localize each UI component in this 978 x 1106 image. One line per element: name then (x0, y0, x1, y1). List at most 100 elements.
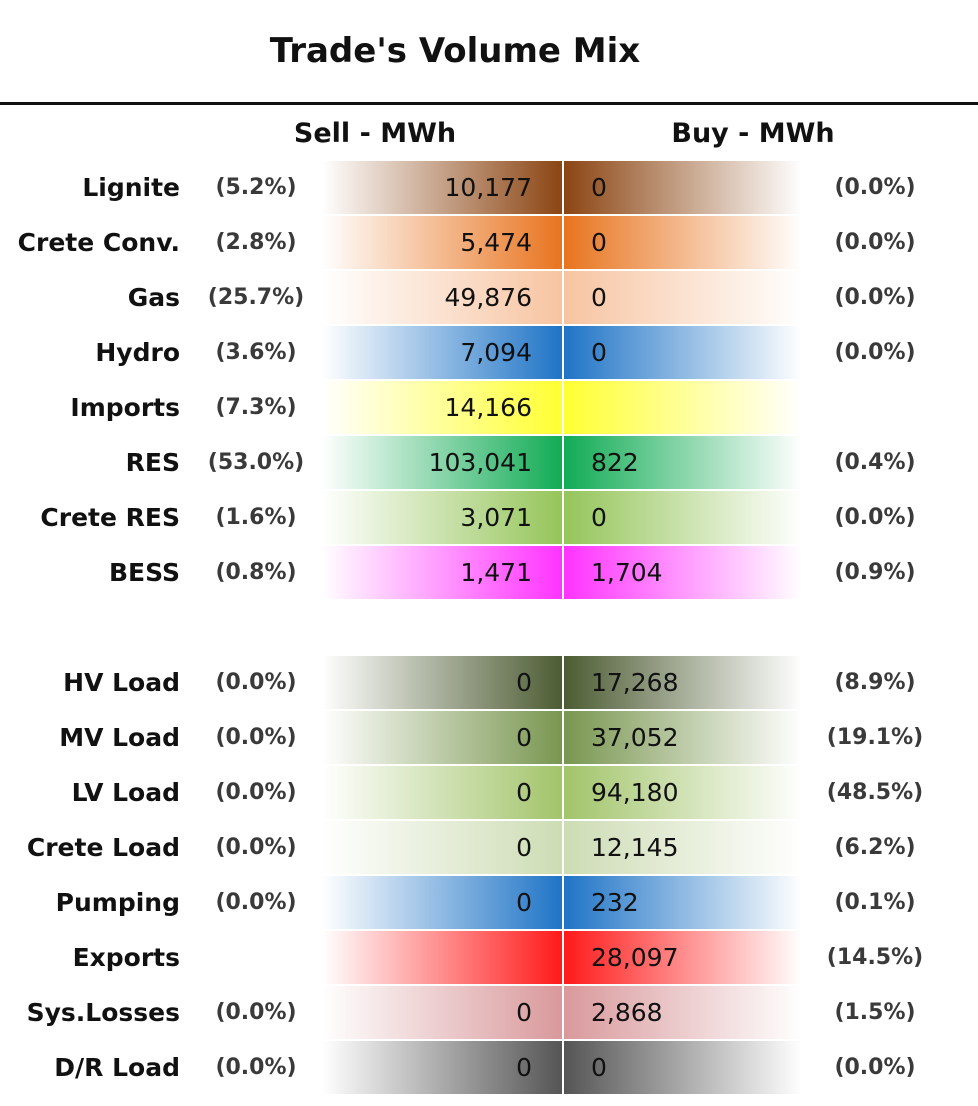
row-label: Sys.Losses (26, 998, 180, 1027)
buy-gradient-cell: 0 (564, 326, 802, 379)
table-row: MV Load (0.0%) 0 37,052 (19.1%) (0, 710, 978, 765)
buy-share: (0.0%) (834, 175, 916, 200)
buy-gradient-cell: 0 (564, 1041, 802, 1094)
table-row: D/R Load (0.0%) 0 0 (0.0%) (0, 1040, 978, 1095)
buy-value: 0 (591, 228, 607, 257)
sell-value: 0 (516, 833, 532, 862)
row-label: MV Load (59, 723, 180, 752)
sell-gradient-cell: 0 (322, 1041, 562, 1094)
buy-value: 28,097 (591, 943, 679, 972)
table-row: Lignite (5.2%) 10,177 0 (0.0%) (0, 160, 978, 215)
buy-share: (0.1%) (834, 890, 916, 915)
title-divider (0, 102, 978, 105)
buy-value: 0 (591, 283, 607, 312)
sell-share: (53.0%) (207, 450, 305, 475)
sell-share: (0.0%) (215, 670, 297, 695)
buy-gradient-cell: 12,145 (564, 821, 802, 874)
buy-share: (14.5%) (826, 945, 924, 970)
sell-value: 49,876 (444, 283, 532, 312)
buy-gradient-cell: 232 (564, 876, 802, 929)
buy-gradient-cell: 0 (564, 216, 802, 269)
buy-share: (0.0%) (834, 505, 916, 530)
sell-value: 0 (516, 1053, 532, 1082)
table-row: Imports (7.3%) 14,166 (0, 380, 978, 435)
buy-gradient-cell: 17,268 (564, 656, 802, 709)
row-label: RES (125, 448, 180, 477)
buy-share: (8.9%) (834, 670, 916, 695)
row-label: Pumping (55, 888, 180, 917)
sell-value: 103,041 (428, 448, 532, 477)
table-row: LV Load (0.0%) 0 94,180 (48.5%) (0, 765, 978, 820)
sell-gradient-cell: 0 (322, 656, 562, 709)
row-label: Lignite (82, 173, 180, 202)
row-label: Hydro (95, 338, 180, 367)
buy-value: 232 (591, 888, 639, 917)
buy-gradient-cell: 94,180 (564, 766, 802, 819)
sell-share: (0.0%) (215, 1000, 297, 1025)
sell-value: 5,474 (460, 228, 532, 257)
buy-share: (6.2%) (834, 835, 916, 860)
buy-share: (19.1%) (826, 725, 924, 750)
buy-share: (0.0%) (834, 1055, 916, 1080)
sell-column-header: Sell - MWh (293, 118, 457, 149)
table-row: Hydro (3.6%) 7,094 0 (0.0%) (0, 325, 978, 380)
buy-share: (0.9%) (834, 560, 916, 585)
sell-share: (5.2%) (215, 175, 297, 200)
sell-gradient-cell: 3,071 (322, 491, 562, 544)
table-row: Gas (25.7%) 49,876 0 (0.0%) (0, 270, 978, 325)
sell-value: 0 (516, 998, 532, 1027)
sell-gradient-cell: 10,177 (322, 161, 562, 214)
buy-gradient-cell: 0 (564, 491, 802, 544)
buy-gradient-cell: 822 (564, 436, 802, 489)
sell-share: (3.6%) (215, 340, 297, 365)
buy-share: (0.0%) (834, 230, 916, 255)
row-label: BESS (108, 558, 180, 587)
sell-gradient-cell: 5,474 (322, 216, 562, 269)
buy-value: 822 (591, 448, 639, 477)
sell-share: (1.6%) (215, 505, 297, 530)
buy-share: (1.5%) (834, 1000, 916, 1025)
sell-gradient-cell: 14,166 (322, 381, 562, 434)
sell-gradient-cell: 0 (322, 711, 562, 764)
buy-value: 2,868 (591, 998, 663, 1027)
table-row: HV Load (0.0%) 0 17,268 (8.9%) (0, 655, 978, 710)
sell-gradient-cell: 49,876 (322, 271, 562, 324)
sell-share: (0.0%) (215, 1055, 297, 1080)
table-row: Crete Conv. (2.8%) 5,474 0 (0.0%) (0, 215, 978, 270)
sell-share: (7.3%) (215, 395, 297, 420)
sell-share: (0.0%) (215, 835, 297, 860)
buy-gradient-cell: 37,052 (564, 711, 802, 764)
sell-share (206, 930, 306, 985)
sell-value: 10,177 (444, 173, 532, 202)
row-label: Imports (70, 393, 180, 422)
buy-value: 1,704 (591, 558, 663, 587)
buy-share: (0.0%) (834, 340, 916, 365)
buy-gradient-cell: 28,097 (564, 931, 802, 984)
sell-value: 3,071 (460, 503, 532, 532)
table-row: RES (53.0%) 103,041 822 (0.4%) (0, 435, 978, 490)
buy-gradient-cell: 0 (564, 161, 802, 214)
chart-title: Trade's Volume Mix (269, 31, 641, 71)
buy-gradient-cell: 1,704 (564, 546, 802, 599)
sell-gradient-cell: 1,471 (322, 546, 562, 599)
table-row: Pumping (0.0%) 0 232 (0.1%) (0, 875, 978, 930)
sell-value: 0 (516, 888, 532, 917)
sell-value: 0 (516, 668, 532, 697)
sell-gradient-cell: 7,094 (322, 326, 562, 379)
buy-share: (0.0%) (834, 285, 916, 310)
row-label: D/R Load (54, 1053, 180, 1082)
buy-share (820, 380, 930, 435)
buy-value: 0 (591, 338, 607, 367)
sell-gradient-cell: 103,041 (322, 436, 562, 489)
buy-share: (48.5%) (826, 780, 924, 805)
sell-share: (25.7%) (207, 285, 305, 310)
buy-column-header: Buy - MWh (671, 118, 835, 149)
buy-gradient-cell: 2,868 (564, 986, 802, 1039)
table-row: BESS (0.8%) 1,471 1,704 (0.9%) (0, 545, 978, 600)
sell-share: (0.0%) (215, 890, 297, 915)
sell-gradient-cell: 0 (322, 766, 562, 819)
buy-share: (0.4%) (834, 450, 916, 475)
buy-value: 0 (591, 503, 607, 532)
sell-gradient-cell (322, 931, 562, 984)
buy-value: 37,052 (591, 723, 679, 752)
